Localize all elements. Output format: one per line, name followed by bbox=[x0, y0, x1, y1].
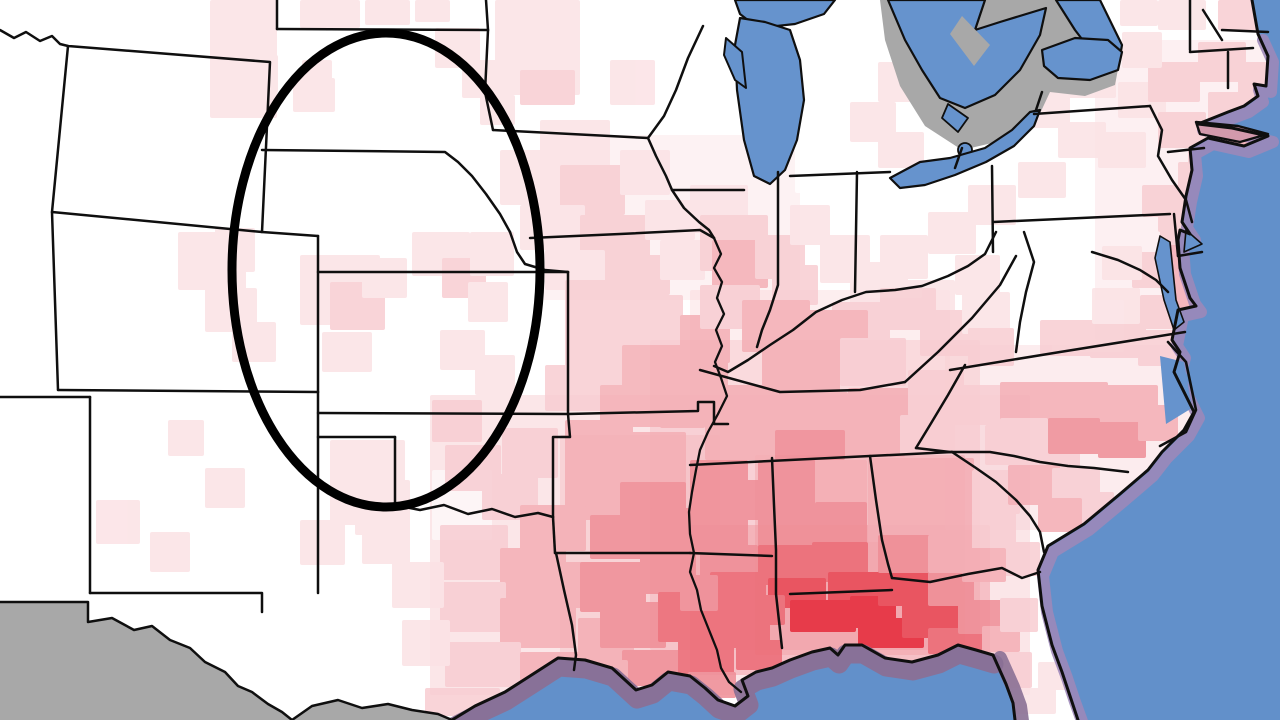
coastline-atlantic bbox=[1036, 0, 1270, 720]
foreign-mexico bbox=[0, 602, 292, 720]
lake-green-bay bbox=[723, 37, 747, 89]
coastline-florida-west bbox=[991, 653, 1017, 720]
ocean-atlantic bbox=[1038, 0, 1280, 720]
coast-fringe-florida-west bbox=[993, 651, 1029, 720]
delaware-bay bbox=[1183, 229, 1203, 253]
outer-banks bbox=[1158, 340, 1198, 448]
coastline-gulf bbox=[450, 643, 995, 720]
highlight-ellipse bbox=[227, 28, 545, 512]
saginaw-bay bbox=[941, 103, 969, 133]
foreign-mexico-coastal bbox=[292, 700, 452, 720]
bruce-peninsula-gray bbox=[950, 16, 990, 66]
pamlico-sound bbox=[1160, 356, 1192, 424]
lake-michigan bbox=[733, 16, 806, 186]
heat-county-blocks bbox=[96, 0, 1278, 716]
lake-erie bbox=[888, 108, 1042, 190]
lake-ontario bbox=[1040, 36, 1124, 82]
mississippi-river bbox=[687, 236, 743, 694]
chesapeake-bay bbox=[1154, 235, 1185, 331]
